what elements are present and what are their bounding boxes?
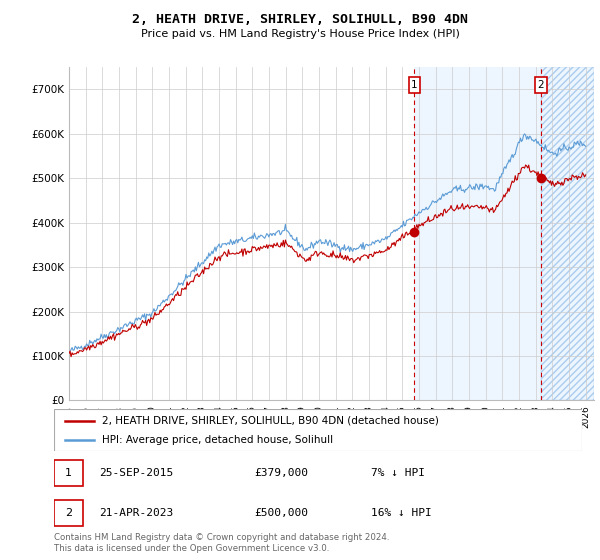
Text: 25-SEP-2015: 25-SEP-2015 bbox=[99, 468, 173, 478]
Text: 21-APR-2023: 21-APR-2023 bbox=[99, 508, 173, 518]
Text: 2, HEATH DRIVE, SHIRLEY, SOLIHULL, B90 4DN (detached house): 2, HEATH DRIVE, SHIRLEY, SOLIHULL, B90 4… bbox=[101, 416, 439, 426]
Text: 1: 1 bbox=[411, 80, 418, 90]
Text: HPI: Average price, detached house, Solihull: HPI: Average price, detached house, Soli… bbox=[101, 435, 332, 445]
Text: 1: 1 bbox=[65, 468, 72, 478]
Text: £379,000: £379,000 bbox=[254, 468, 308, 478]
Text: £500,000: £500,000 bbox=[254, 508, 308, 518]
Text: Contains HM Land Registry data © Crown copyright and database right 2024.
This d: Contains HM Land Registry data © Crown c… bbox=[54, 533, 389, 553]
Text: 2: 2 bbox=[538, 80, 544, 90]
Text: 2, HEATH DRIVE, SHIRLEY, SOLIHULL, B90 4DN: 2, HEATH DRIVE, SHIRLEY, SOLIHULL, B90 4… bbox=[132, 13, 468, 26]
Bar bbox=[54, 460, 83, 486]
Bar bbox=[415, 67, 594, 400]
Text: 7% ↓ HPI: 7% ↓ HPI bbox=[371, 468, 425, 478]
Text: 2: 2 bbox=[65, 508, 72, 518]
Text: Price paid vs. HM Land Registry's House Price Index (HPI): Price paid vs. HM Land Registry's House … bbox=[140, 29, 460, 39]
Text: 16% ↓ HPI: 16% ↓ HPI bbox=[371, 508, 431, 518]
Bar bbox=[54, 500, 83, 526]
Bar bbox=[541, 67, 594, 400]
